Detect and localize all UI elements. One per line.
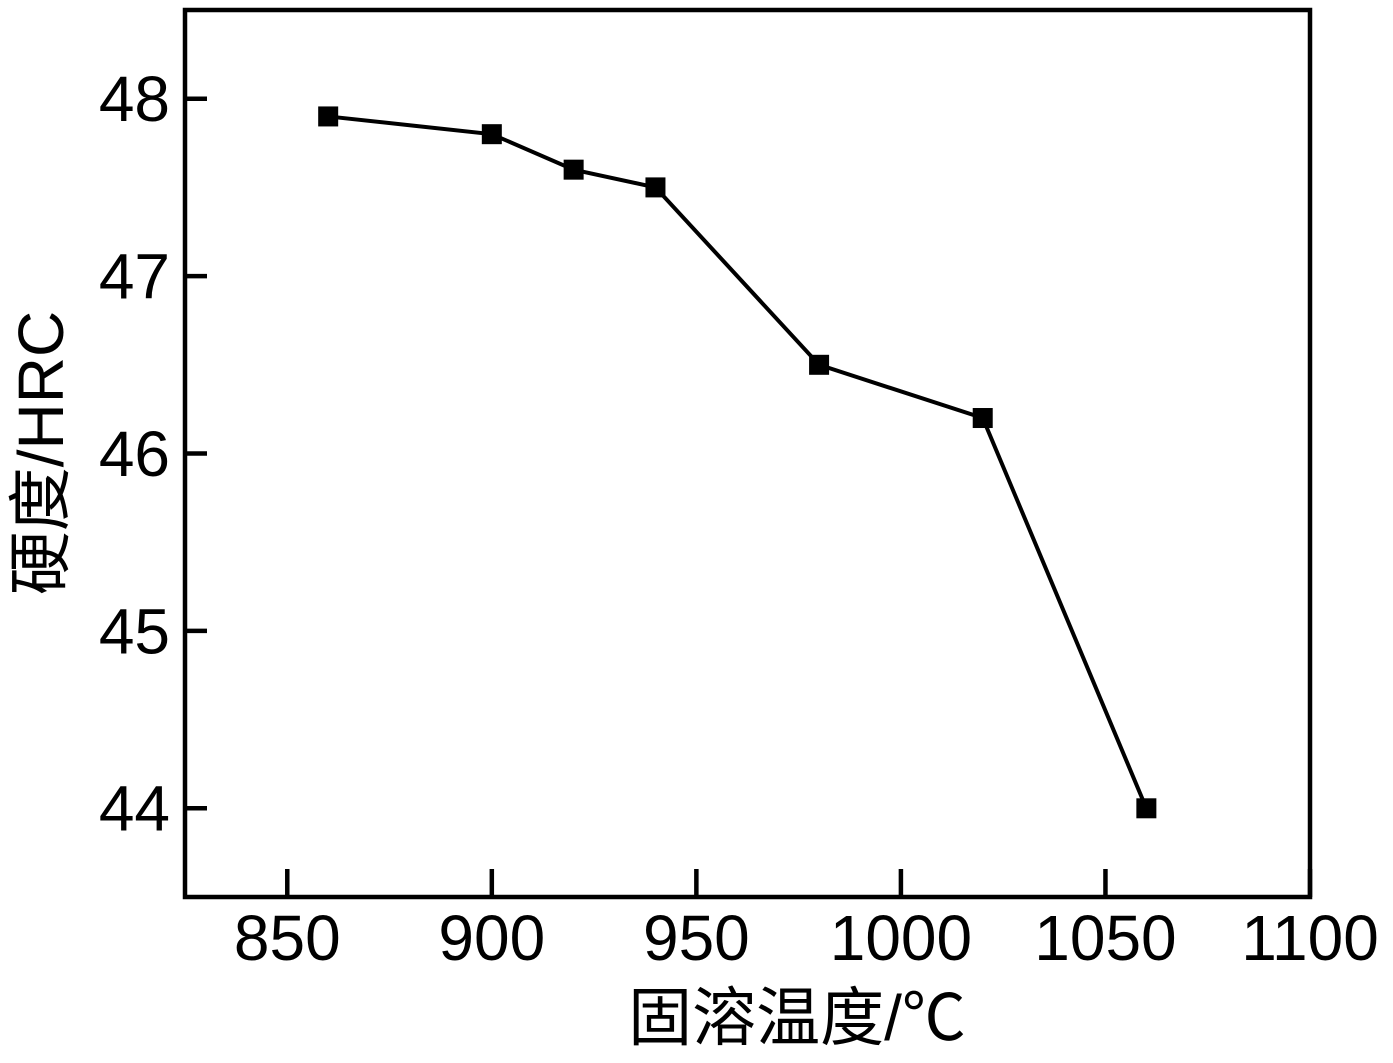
plot-border <box>182 7 1313 900</box>
x-tick-label: 900 <box>438 902 545 974</box>
data-series-line <box>327 114 1149 810</box>
data-point-markers <box>318 106 1157 819</box>
data-point-marker <box>318 106 339 127</box>
x-tick-label: 950 <box>643 902 750 974</box>
x-tick-label: 850 <box>234 902 341 974</box>
data-point-marker <box>563 159 584 180</box>
y-axis-title: 硬度/HRC <box>5 311 77 595</box>
x-axis-tick-labels: 850 900 950 1000 1050 1100 <box>234 902 1379 974</box>
x-tick-label: 1000 <box>830 902 972 974</box>
x-tick-label: 1050 <box>1034 902 1176 974</box>
y-tick-label: 45 <box>99 595 170 667</box>
data-point-marker <box>972 408 993 429</box>
data-point-marker <box>809 354 830 375</box>
y-tick-label: 44 <box>99 773 170 845</box>
y-tick-label: 46 <box>99 418 170 490</box>
data-point-marker <box>481 124 502 145</box>
x-axis-ticks <box>285 869 1313 897</box>
x-tick-label: 1100 <box>1241 902 1379 974</box>
y-axis-tick-labels: 44 45 46 47 48 <box>99 63 170 845</box>
y-tick-label: 47 <box>99 241 170 313</box>
data-point-marker <box>1136 798 1157 819</box>
y-tick-label: 48 <box>99 63 170 135</box>
x-axis-title: 固溶温度/℃ <box>628 982 966 1054</box>
y-axis-ticks <box>185 96 207 811</box>
data-point-marker <box>645 177 666 198</box>
